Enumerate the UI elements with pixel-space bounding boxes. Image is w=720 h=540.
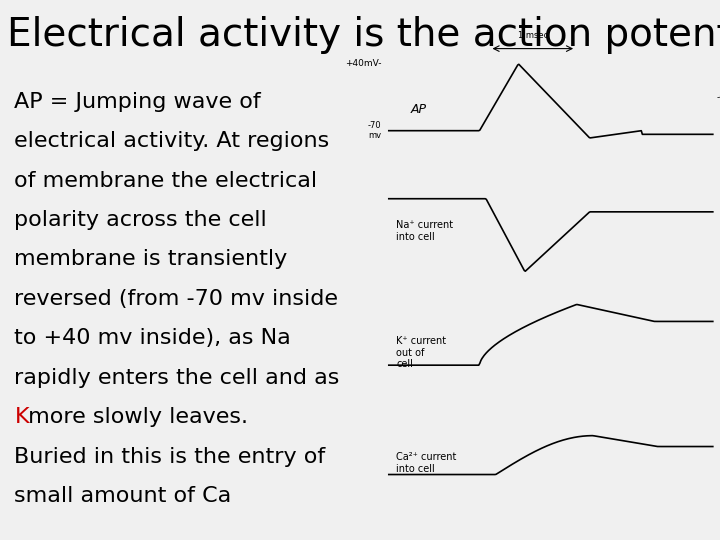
Text: more slowly leaves.: more slowly leaves.	[22, 407, 248, 427]
Text: reversed (from -70 mv inside: reversed (from -70 mv inside	[14, 289, 338, 309]
Text: to +40 mv inside), as Na: to +40 mv inside), as Na	[14, 328, 291, 348]
Text: 1 msec: 1 msec	[518, 31, 548, 40]
Text: +40mV-: +40mV-	[345, 59, 382, 69]
Text: small amount of Ca: small amount of Ca	[14, 486, 232, 506]
Text: rapidly enters the cell and as: rapidly enters the cell and as	[14, 368, 340, 388]
Text: -70
mv: -70 mv	[368, 121, 382, 140]
Text: Electrical activity is the action potential: Electrical activity is the action potent…	[7, 16, 720, 54]
Text: AP: AP	[410, 103, 426, 116]
Text: Na⁺ current
into cell: Na⁺ current into cell	[396, 220, 453, 242]
Text: of membrane the electrical: of membrane the electrical	[14, 171, 318, 191]
Text: electrical activity. At regions: electrical activity. At regions	[14, 131, 330, 151]
Text: polarity across the cell: polarity across the cell	[14, 210, 267, 230]
Text: Ca²⁺ current
into cell: Ca²⁺ current into cell	[396, 453, 456, 474]
Text: K: K	[14, 407, 29, 427]
Text: Buried in this is the entry of: Buried in this is the entry of	[14, 447, 325, 467]
Text: K⁺ current
out of
cell: K⁺ current out of cell	[396, 336, 446, 369]
Text: -0: -0	[716, 93, 720, 102]
Text: AP = Jumping wave of: AP = Jumping wave of	[14, 92, 261, 112]
Text: membrane is transiently: membrane is transiently	[14, 249, 288, 269]
